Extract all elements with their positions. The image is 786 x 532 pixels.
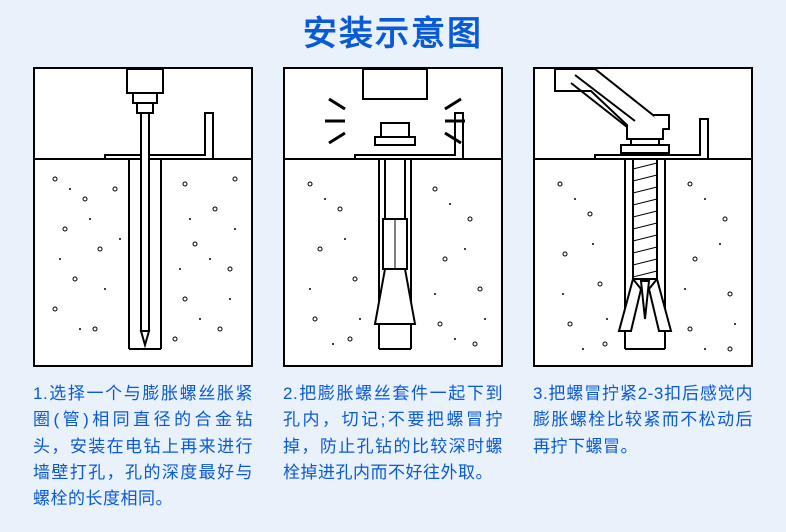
panel-step2: 2.把膨胀螺丝套件一起下到孔内，切记;不要把螺冒拧掉，防止孔钻的比较深时螺栓掉进… <box>283 67 503 513</box>
figure-step2 <box>283 67 503 367</box>
figure-step1 <box>33 67 253 367</box>
panel-row: 1.选择一个与膨胀螺丝胀紧圈(管)相同直径的合金钻头，安装在电钻上再来进行墙壁打… <box>0 67 786 513</box>
panel-step3: 3.把螺冒拧紧2-3扣后感觉内膨胀螺栓比较紧而不松动后再拧下螺冒。 <box>533 67 753 513</box>
page-title: 安装示意图 <box>0 0 786 55</box>
figure-step3 <box>533 67 753 367</box>
diagram-step3 <box>535 69 753 367</box>
panel-step1: 1.选择一个与膨胀螺丝胀紧圈(管)相同直径的合金钻头，安装在电钻上再来进行墙壁打… <box>33 67 253 513</box>
caption-step2: 2.把膨胀螺丝套件一起下到孔内，切记;不要把螺冒拧掉，防止孔钻的比较深时螺栓掉进… <box>283 381 503 486</box>
caption-step1: 1.选择一个与膨胀螺丝胀紧圈(管)相同直径的合金钻头，安装在电钻上再来进行墙壁打… <box>33 381 253 513</box>
caption-step3: 3.把螺冒拧紧2-3扣后感觉内膨胀螺栓比较紧而不松动后再拧下螺冒。 <box>533 381 753 460</box>
diagram-step1 <box>35 69 253 367</box>
diagram-step2 <box>285 69 503 367</box>
